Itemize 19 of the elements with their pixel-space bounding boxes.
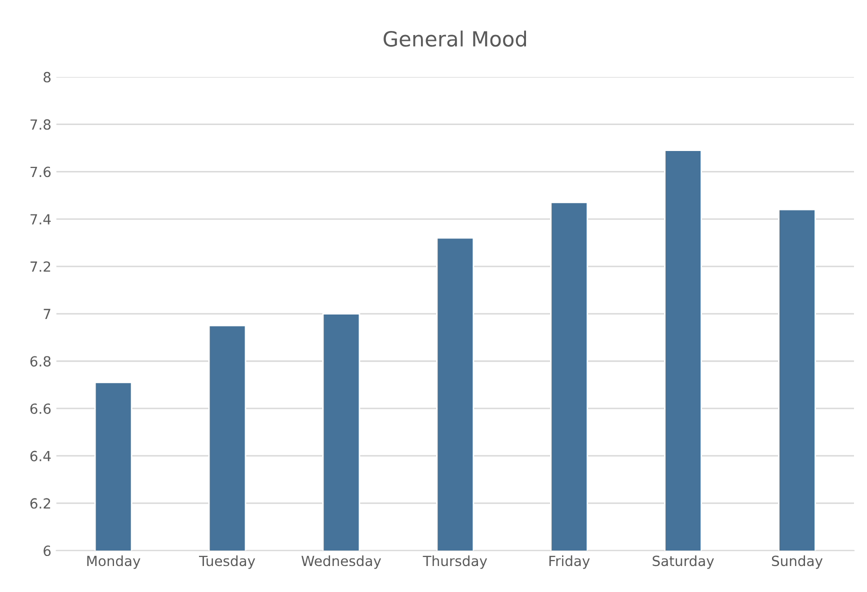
x-tick-label: Friday (549, 555, 590, 569)
x-tick-label: Thursday (422, 555, 488, 569)
y-tick-label: 6.2 (30, 498, 50, 509)
y-tick-label: 8 (44, 72, 51, 82)
x-tick-label: Saturday (652, 555, 714, 569)
chart-title: General Mood (384, 30, 526, 47)
y-tick-label: 7.2 (30, 261, 50, 272)
y-tick-label: 6.8 (30, 356, 51, 367)
y-tick-label: 7.8 (30, 119, 51, 130)
x-tick-label: Tuesday (198, 555, 256, 569)
x-tick-label: Monday (87, 555, 140, 569)
y-tick-label: 6.4 (30, 450, 51, 462)
y-tick-label: 7.6 (30, 166, 51, 178)
y-tick-label: 7.4 (30, 214, 51, 224)
y-tick-label: 7 (44, 308, 50, 320)
y-tick-label: 6.6 (30, 403, 51, 414)
x-tick-label: Sunday (772, 555, 823, 569)
x-tick-label: Wednesday (301, 555, 382, 569)
y-tick-label: 6 (44, 546, 51, 556)
